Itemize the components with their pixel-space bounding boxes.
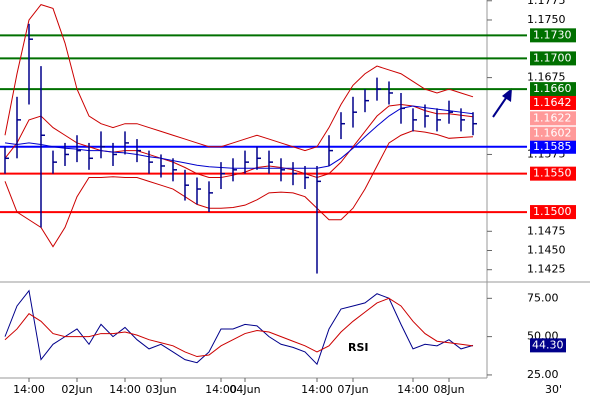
level-label-box xyxy=(530,82,576,97)
price-tag-box xyxy=(530,111,576,126)
indicator-line xyxy=(4,130,474,248)
current-box xyxy=(530,338,566,353)
rsi-label: RSI xyxy=(348,341,369,354)
price-tag-label: 1.1602 xyxy=(533,127,572,140)
current-label: 44.30 xyxy=(532,338,564,351)
y-tick-label: 1.1450 xyxy=(527,243,566,256)
x-tick-label: 14:00 xyxy=(109,383,141,396)
x-tick-label: 07Jun xyxy=(337,383,368,396)
x-tick-label: 14:00 xyxy=(13,383,45,396)
y-tick-label: 1.1750 xyxy=(527,13,566,26)
trend-arrow xyxy=(492,88,512,118)
price-tag-box xyxy=(530,126,576,141)
indicator-line xyxy=(4,103,474,179)
y-tick-label: 1.1425 xyxy=(527,263,566,276)
y-tick-label: 1.1675 xyxy=(527,71,566,84)
x-tick-label: 08Jun xyxy=(433,383,464,396)
level-label-box xyxy=(530,139,576,154)
timeframe-label: 30' xyxy=(545,383,562,396)
x-tick-label: 14:00 xyxy=(301,383,333,396)
x-tick-label: 02Jun xyxy=(61,383,92,396)
y-tick-label: 25.00 xyxy=(527,368,559,381)
level-label: 1.1730 xyxy=(533,28,572,41)
x-tick-label: 14:00 xyxy=(205,383,237,396)
x-tick-label: 04Jun xyxy=(229,383,260,396)
level-label-box xyxy=(530,166,576,181)
price-tag-box xyxy=(530,95,576,110)
rsi-line xyxy=(4,297,474,358)
indicator-line xyxy=(4,105,474,169)
indicator-line xyxy=(4,4,474,152)
level-label-box xyxy=(530,51,576,66)
level-label: 1.1550 xyxy=(533,167,572,180)
y-tick-label: 1.1475 xyxy=(527,224,566,237)
level-label: 1.1660 xyxy=(533,82,572,95)
x-tick-label: 03Jun xyxy=(145,383,176,396)
level-label: 1.1700 xyxy=(533,51,572,64)
y-tick-label: 1.1775 xyxy=(527,0,566,7)
y-tick-label: 75.00 xyxy=(527,291,559,304)
price-tag-label: 1.1622 xyxy=(533,111,572,124)
level-label-box xyxy=(530,205,576,220)
level-label-box xyxy=(530,28,576,43)
price-tag-label: 1.1642 xyxy=(533,96,572,109)
x-tick-label: 14:00 xyxy=(397,383,429,396)
level-label: 1.1500 xyxy=(533,205,572,218)
level-label: 1.1585 xyxy=(533,140,572,153)
